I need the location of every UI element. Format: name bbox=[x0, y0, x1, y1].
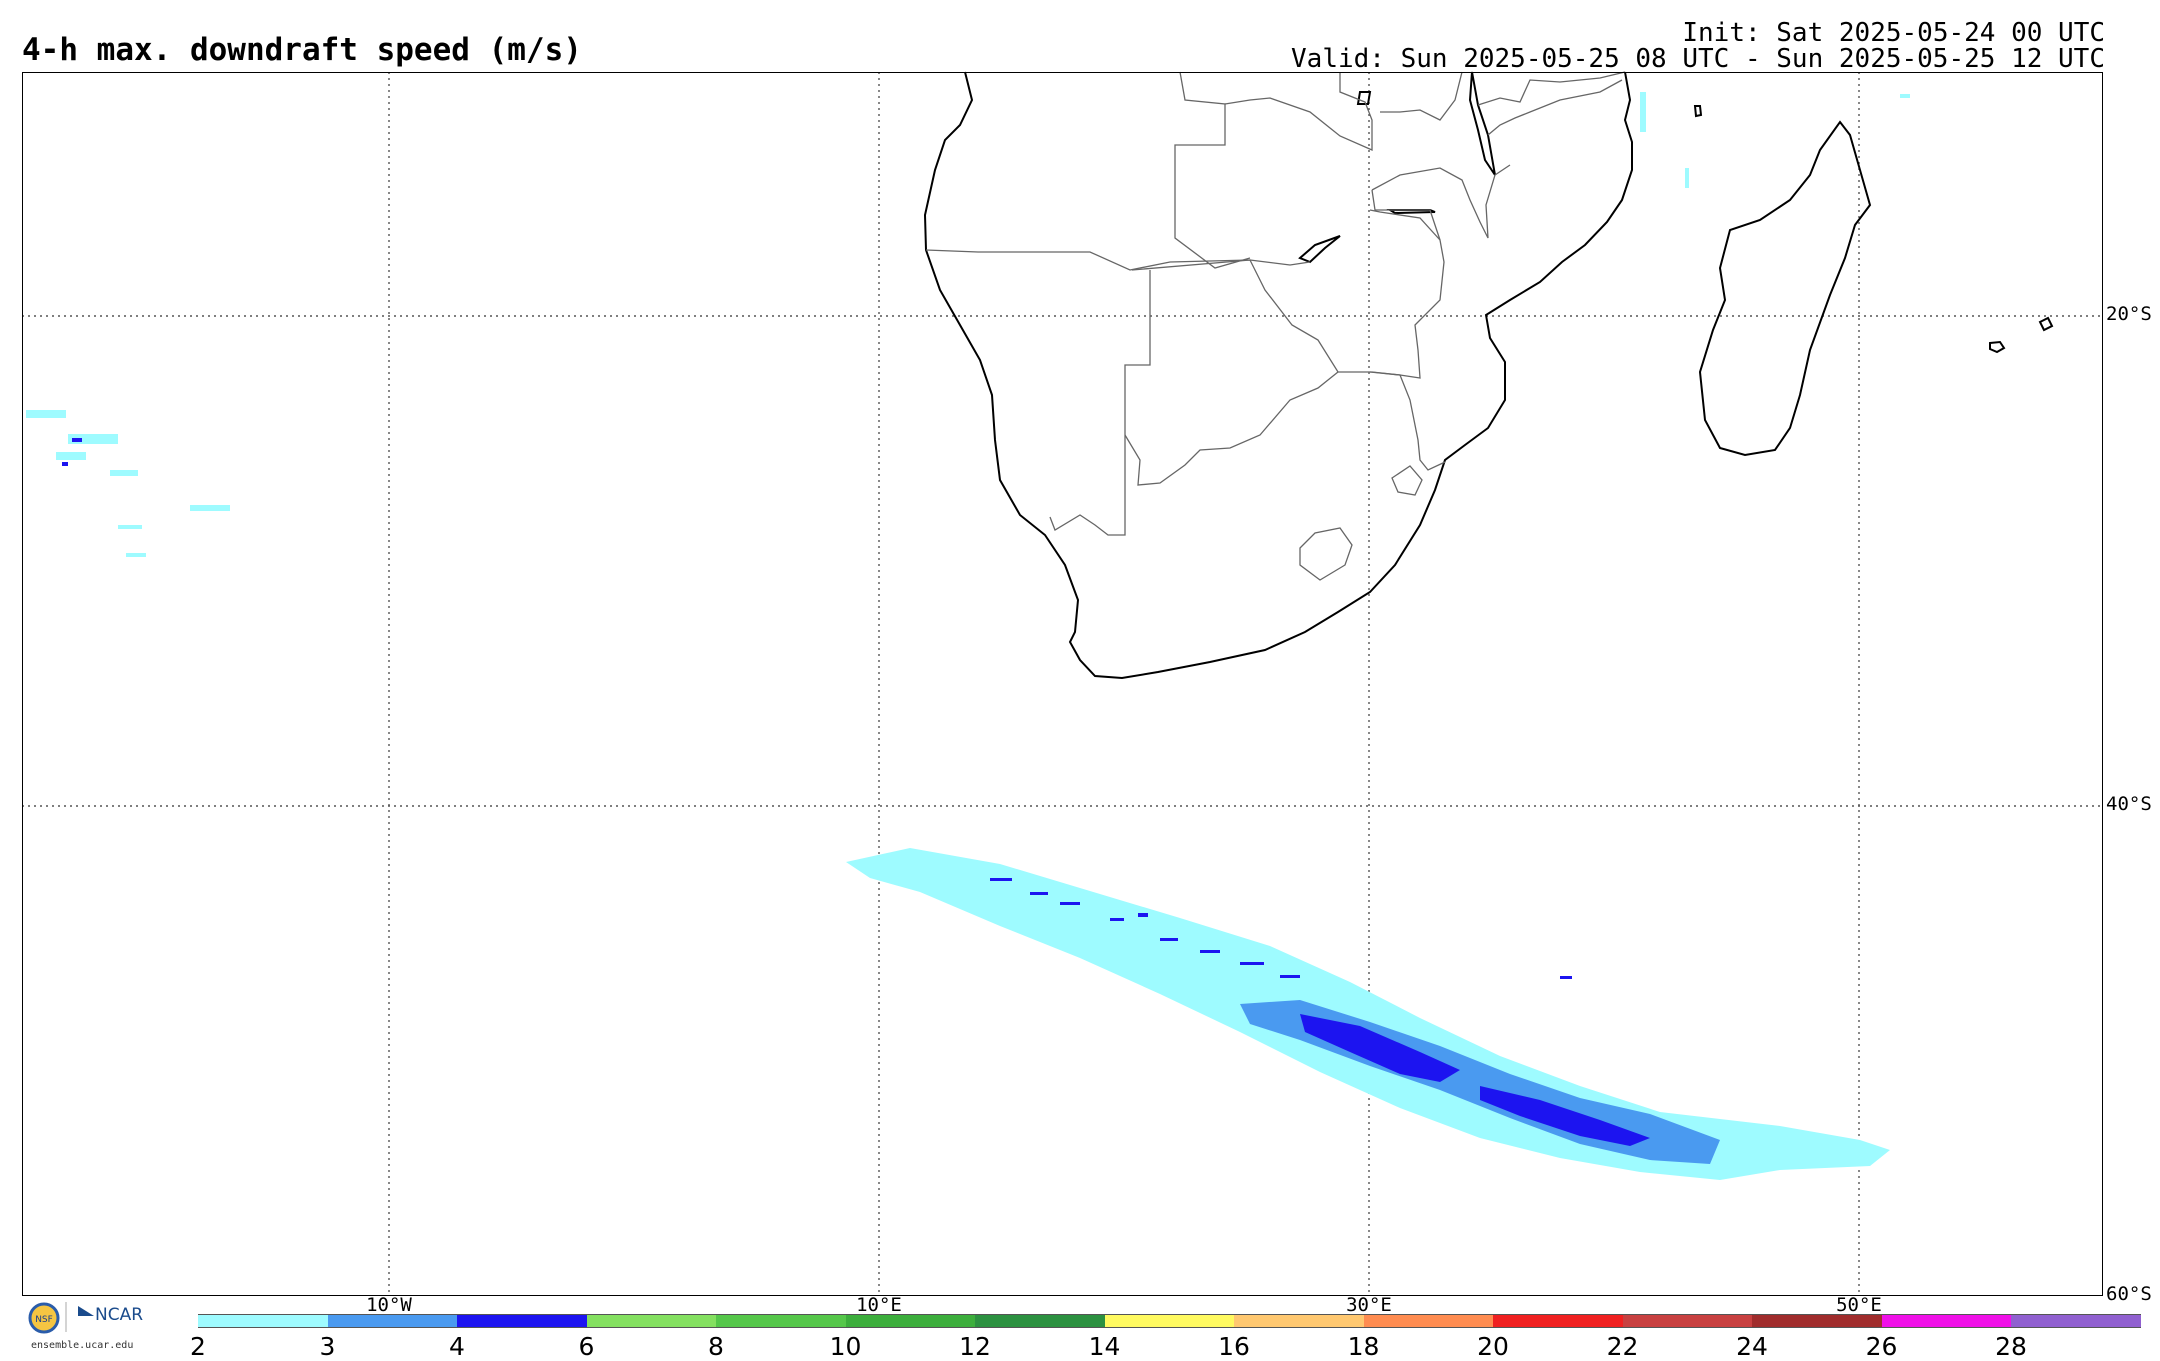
downdraft-patches-ne bbox=[1640, 92, 1910, 188]
colorbar-tick-label: 12 bbox=[959, 1332, 991, 1361]
colorbar-cell bbox=[1234, 1314, 1364, 1328]
colorbar-tick-label: 22 bbox=[1606, 1332, 1639, 1361]
lat-label-60s: 60°S bbox=[2106, 1283, 2152, 1305]
map-title: 4-h max. downdraft speed (m/s) bbox=[22, 32, 582, 68]
madagascar-coastline bbox=[1698, 120, 1872, 457]
map-frame bbox=[22, 72, 2103, 1296]
colorbar-cell bbox=[2011, 1314, 2141, 1328]
colorbar-tick-label: 2 bbox=[190, 1332, 206, 1361]
lesotho-border bbox=[1299, 527, 1353, 581]
colorbar-tick-label: 16 bbox=[1218, 1332, 1250, 1361]
colorbar-tick-label: 20 bbox=[1477, 1332, 1509, 1361]
colorbar-tick-label: 24 bbox=[1736, 1332, 1768, 1361]
downdraft-field bbox=[26, 92, 1910, 1180]
lat-label-20s: 20°S bbox=[2106, 303, 2152, 325]
nsf-text: NSF bbox=[35, 1315, 53, 1325]
colorbar-tick-label: 10 bbox=[829, 1332, 862, 1361]
ncar-text: NCAR bbox=[95, 1305, 143, 1325]
downdraft-core-2 bbox=[1480, 1086, 1650, 1146]
island-mauritius bbox=[1989, 340, 2006, 354]
africa-coastline bbox=[923, 71, 1633, 680]
lake-malawi bbox=[1468, 71, 1496, 176]
ncar-mark-icon bbox=[78, 1306, 94, 1316]
colorbar-cell bbox=[1881, 1314, 2011, 1328]
lon-label-10e: 10°E bbox=[856, 1294, 902, 1316]
eswatini-border bbox=[1391, 465, 1423, 496]
colorbar-tick-label: 18 bbox=[1347, 1332, 1380, 1361]
lon-label-10w: 10°W bbox=[366, 1294, 412, 1316]
downdraft-streaks bbox=[990, 878, 1572, 979]
colorbar-tick-label: 8 bbox=[708, 1332, 724, 1361]
ncar-logo: NSF NCAR bbox=[24, 1300, 154, 1344]
nsf-seal-icon bbox=[28, 1302, 60, 1334]
colorbar-cell bbox=[1752, 1314, 1882, 1328]
downdraft-patches-west bbox=[26, 410, 230, 557]
downdraft-core bbox=[1300, 1014, 1460, 1082]
lake-kariba bbox=[1298, 235, 1341, 264]
lon-label-30e: 30°E bbox=[1346, 1294, 1392, 1316]
colorbar-cell bbox=[1493, 1314, 1623, 1328]
colorbar-cell bbox=[198, 1314, 328, 1328]
colorbar-tick-label: 4 bbox=[449, 1332, 465, 1361]
colorbar-cell bbox=[716, 1314, 846, 1328]
colorbar-tick-label: 6 bbox=[578, 1332, 595, 1361]
colorbar-cell bbox=[975, 1314, 1105, 1328]
island-reunion bbox=[2038, 316, 2054, 332]
country-borders bbox=[925, 71, 1626, 581]
colorbar-cell bbox=[457, 1314, 587, 1328]
colorbar-tick-label: 14 bbox=[1088, 1332, 1121, 1361]
colorbar-cell bbox=[1622, 1314, 1752, 1328]
lat-label-40s: 40°S bbox=[2106, 793, 2152, 815]
init-time: Init: Sat 2025-05-24 00 UTC bbox=[1682, 18, 2105, 48]
colorbar-tick-label: 28 bbox=[1995, 1332, 2027, 1361]
colorbar-cell bbox=[327, 1314, 457, 1328]
downdraft-band-light bbox=[846, 848, 1890, 1180]
colorbar-cell bbox=[845, 1314, 975, 1328]
valid-time: Valid: Sun 2025-05-25 08 UTC - Sun 2025-… bbox=[1291, 44, 2105, 74]
downdraft-patches-west-dark bbox=[62, 438, 82, 466]
colorbar-cell bbox=[586, 1314, 716, 1328]
colorbar-tick-label: 3 bbox=[319, 1332, 336, 1361]
colorbar-cell bbox=[1104, 1314, 1234, 1328]
colorbar-cell bbox=[1363, 1314, 1493, 1328]
logo-url: ensemble.ucar.edu bbox=[31, 1340, 134, 1351]
lon-label-50e: 50°E bbox=[1836, 1294, 1882, 1316]
time-info: Init: Sat 2025-05-24 00 UTC Valid: Sun 2… bbox=[1291, 20, 2105, 72]
colorbar bbox=[198, 1314, 2141, 1328]
colorbar-tick-label: 26 bbox=[1865, 1332, 1898, 1361]
island-comoros bbox=[1693, 105, 1703, 118]
